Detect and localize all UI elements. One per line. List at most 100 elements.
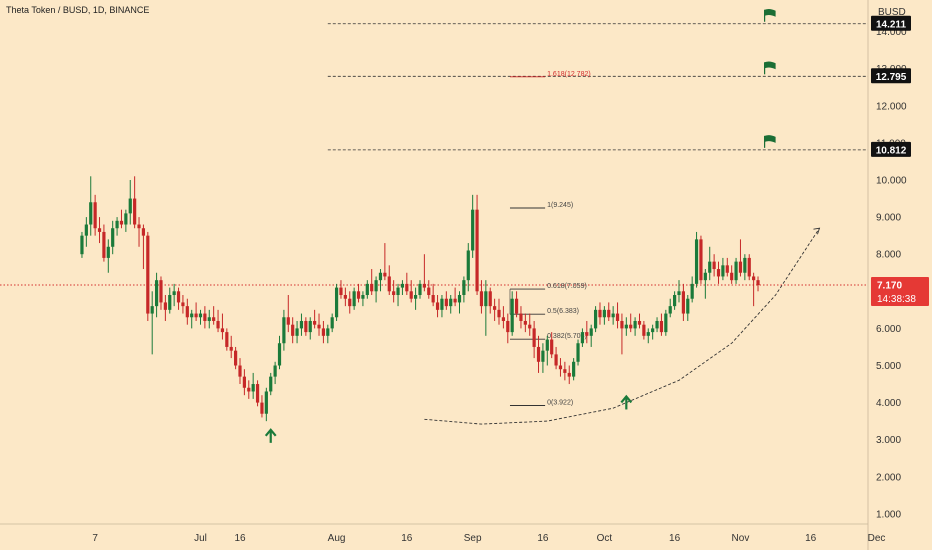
candle-body xyxy=(471,209,475,251)
candle xyxy=(383,243,387,281)
candle xyxy=(282,309,286,351)
y-tick-label: 10.000 xyxy=(876,176,907,187)
candle xyxy=(440,295,444,318)
candle xyxy=(699,235,703,284)
candle xyxy=(291,317,295,344)
candle-body xyxy=(462,280,466,296)
candle-body xyxy=(756,280,760,285)
y-tick-label: 3.000 xyxy=(876,435,901,446)
fib-label: 1(9.245) xyxy=(547,202,573,209)
projection-curve xyxy=(424,227,820,425)
candle xyxy=(510,291,514,336)
candle xyxy=(541,343,545,373)
x-tick-label: Sep xyxy=(464,533,482,544)
candle-body xyxy=(308,320,312,333)
candle-body xyxy=(220,328,225,333)
currency-label: BUSD xyxy=(878,7,906,18)
candle xyxy=(708,246,712,281)
candle-body xyxy=(181,302,185,307)
candle xyxy=(677,280,681,303)
markers xyxy=(264,394,633,443)
candle-body xyxy=(273,365,277,377)
candle-body xyxy=(593,309,598,329)
candle xyxy=(716,261,721,284)
candle xyxy=(133,176,137,229)
candle-body xyxy=(137,224,141,229)
candle-body xyxy=(154,280,159,307)
candle xyxy=(198,309,203,325)
candle-body xyxy=(528,324,532,329)
candle xyxy=(181,295,185,314)
candle xyxy=(532,320,536,359)
flag-icon xyxy=(764,61,776,75)
candle-body xyxy=(234,350,238,366)
candle-body xyxy=(89,202,93,225)
candle-body xyxy=(730,272,734,281)
candle xyxy=(598,302,602,325)
candle-body xyxy=(84,224,88,236)
candle xyxy=(326,324,330,344)
candle xyxy=(229,335,233,359)
candle xyxy=(703,269,707,299)
tag-label: 12.795 xyxy=(876,72,907,83)
candle-body xyxy=(392,291,396,296)
candle xyxy=(392,280,396,303)
candle-body xyxy=(317,324,321,329)
candle-body xyxy=(435,302,440,310)
candle xyxy=(673,291,677,310)
candle xyxy=(602,306,606,325)
candle xyxy=(277,335,282,370)
candle xyxy=(194,302,198,321)
level-price-tag: 10.812 xyxy=(871,141,911,157)
flag-cloth xyxy=(764,8,776,17)
candle xyxy=(313,309,317,329)
candle xyxy=(427,280,431,299)
candle xyxy=(611,306,615,325)
candle-body xyxy=(119,220,124,225)
candle-body xyxy=(150,306,154,314)
candle-body xyxy=(348,298,352,307)
candle xyxy=(185,298,189,325)
candle-body xyxy=(642,324,646,336)
candle xyxy=(580,328,585,347)
candle xyxy=(97,217,102,244)
candle-body xyxy=(106,246,110,258)
candle xyxy=(694,231,699,288)
candle xyxy=(422,254,426,292)
candle-body xyxy=(466,250,470,281)
candle-body xyxy=(646,332,650,336)
x-tick-label: 16 xyxy=(401,533,413,544)
candle xyxy=(488,287,492,314)
candle xyxy=(207,309,211,329)
candle xyxy=(308,317,312,340)
candle-body xyxy=(361,295,365,299)
candle-body xyxy=(80,235,84,255)
candle-body xyxy=(427,287,431,296)
candle xyxy=(348,291,352,314)
candle-body xyxy=(734,261,738,281)
candle xyxy=(651,324,655,340)
candle xyxy=(497,298,501,325)
candle xyxy=(400,280,405,296)
candle-body xyxy=(431,295,435,303)
flag-icon xyxy=(764,8,776,22)
candle-body xyxy=(242,376,246,388)
tag-bg xyxy=(871,68,911,84)
candle-body xyxy=(304,320,308,333)
candle xyxy=(295,320,299,344)
candle xyxy=(321,320,326,344)
candle xyxy=(334,283,339,321)
candle xyxy=(150,291,154,355)
candle-body xyxy=(694,239,699,284)
candle xyxy=(646,328,650,344)
candle-body xyxy=(159,280,163,303)
candle xyxy=(220,313,225,340)
candle xyxy=(190,309,194,329)
candle xyxy=(330,313,334,333)
x-tick-label: 16 xyxy=(805,533,817,544)
candle-body xyxy=(356,291,361,299)
flags xyxy=(764,8,776,148)
candle-body xyxy=(194,313,198,318)
candle-body xyxy=(146,235,150,314)
